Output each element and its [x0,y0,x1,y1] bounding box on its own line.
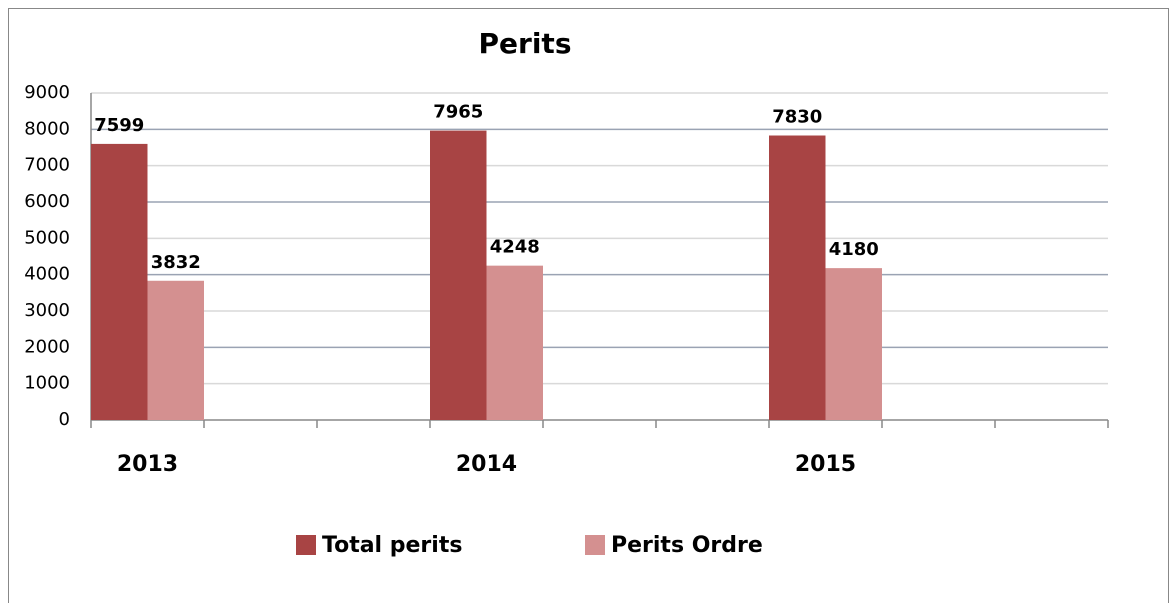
y-tick-label: 2000 [24,336,70,357]
y-tick-label: 0 [59,409,70,430]
y-tick-label: 6000 [24,191,70,212]
bar [825,268,882,420]
legend-swatch [585,535,605,555]
bar [430,130,487,421]
y-tick-label: 9000 [24,82,70,103]
data-label: 7965 [433,102,483,123]
x-tick-label: 2014 [456,452,517,477]
legend-swatch [296,535,316,555]
chart-title: Perits [479,27,572,60]
bar [486,265,543,420]
y-tick-label: 3000 [24,300,70,321]
y-tick-label: 7000 [24,155,70,176]
y-tick-label: 1000 [24,373,70,394]
bar [91,143,148,420]
data-label: 3832 [151,252,201,273]
data-label: 4248 [490,237,540,258]
y-tick-label: 8000 [24,118,70,139]
x-tick-label: 2013 [117,452,178,477]
bar [769,135,826,420]
legend-label: Total perits [322,533,462,558]
y-tick-label: 5000 [24,227,70,248]
y-tick-label: 4000 [24,264,70,285]
legend-label: Perits Ordre [611,533,763,558]
data-label: 7599 [94,115,144,136]
x-tick-label: 2015 [795,452,856,477]
data-label: 7830 [772,107,822,128]
bar [147,280,204,420]
data-label: 4180 [829,239,879,260]
